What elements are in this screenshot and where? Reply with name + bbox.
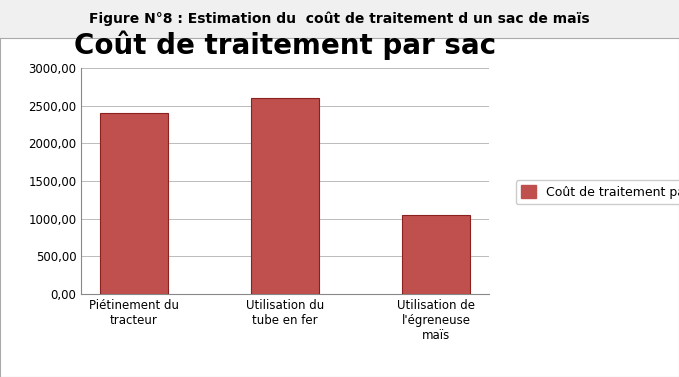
- Text: Figure N°8 : Estimation du  coût de traitement d un sac de maïs: Figure N°8 : Estimation du coût de trait…: [89, 11, 590, 26]
- Title: Coût de traitement par sac: Coût de traitement par sac: [74, 31, 496, 60]
- Bar: [403, 215, 471, 294]
- Bar: [100, 113, 168, 294]
- Legend: Coût de traitement par sac: Coût de traitement par sac: [515, 181, 679, 204]
- Bar: [251, 98, 319, 294]
